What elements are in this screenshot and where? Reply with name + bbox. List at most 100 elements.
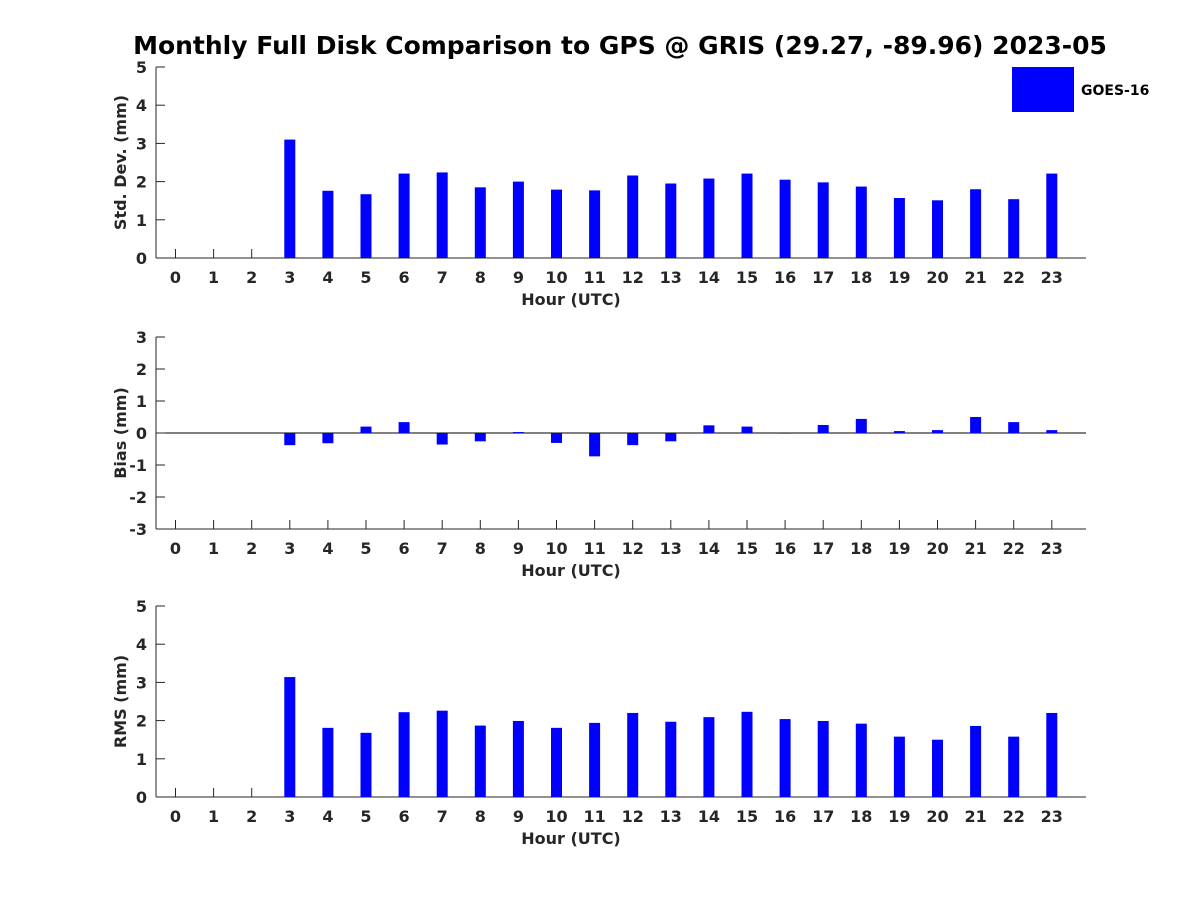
bar xyxy=(1046,173,1058,258)
x-tick-label: 22 xyxy=(1003,807,1025,826)
x-tick-label: 3 xyxy=(284,539,295,558)
x-tick-label: 21 xyxy=(964,268,986,287)
x-tick-label: 0 xyxy=(170,268,181,287)
chart-title: Monthly Full Disk Comparison to GPS @ GR… xyxy=(133,31,1107,60)
x-tick-label: 16 xyxy=(774,539,796,558)
bar xyxy=(665,433,677,442)
bar xyxy=(589,722,601,797)
x-tick-label: 0 xyxy=(170,807,181,826)
x-tick-label: 7 xyxy=(437,807,448,826)
bar xyxy=(703,717,715,797)
bar xyxy=(932,739,943,797)
x-tick-label: 2 xyxy=(246,807,257,826)
x-axis-label: Hour (UTC) xyxy=(521,829,621,848)
x-tick-label: 4 xyxy=(322,539,333,558)
bar xyxy=(512,720,524,797)
x-tick-label: 10 xyxy=(545,539,567,558)
bar xyxy=(322,190,334,258)
x-tick-label: 18 xyxy=(850,268,872,287)
y-tick-label: -2 xyxy=(129,488,147,507)
y-tick-label: 3 xyxy=(136,673,147,692)
y-tick-label: 1 xyxy=(136,392,147,411)
x-tick-label: 14 xyxy=(698,539,720,558)
x-tick-label: 14 xyxy=(698,268,720,287)
x-tick-label: 16 xyxy=(774,807,796,826)
x-tick-label: 9 xyxy=(513,539,524,558)
x-tick-label: 4 xyxy=(322,268,333,287)
bar xyxy=(932,200,943,258)
x-tick-label: 17 xyxy=(812,807,834,826)
x-tick-label: 12 xyxy=(622,268,644,287)
bar xyxy=(741,711,753,797)
x-tick-label: 8 xyxy=(475,807,486,826)
x-tick-label: 6 xyxy=(399,539,410,558)
y-tick-label: 4 xyxy=(136,635,147,654)
y-tick-label: 3 xyxy=(136,134,147,153)
x-tick-label: 1 xyxy=(208,539,219,558)
bar xyxy=(512,181,524,258)
bar xyxy=(1046,430,1058,433)
x-tick-label: 10 xyxy=(545,268,567,287)
x-tick-label: 9 xyxy=(513,268,524,287)
bar xyxy=(398,712,410,797)
y-tick-label: 5 xyxy=(136,597,147,616)
x-tick-label: 22 xyxy=(1003,539,1025,558)
x-axis-label: Hour (UTC) xyxy=(521,561,621,580)
x-tick-label: 12 xyxy=(622,807,644,826)
x-tick-label: 5 xyxy=(360,807,371,826)
x-tick-label: 19 xyxy=(888,268,910,287)
bar xyxy=(1008,422,1020,433)
bar xyxy=(551,433,562,443)
x-tick-label: 15 xyxy=(736,807,758,826)
x-tick-label: 13 xyxy=(660,268,682,287)
y-tick-label: 1 xyxy=(136,211,147,230)
bar xyxy=(703,178,715,258)
x-tick-label: 22 xyxy=(1003,268,1025,287)
y-tick-label: -3 xyxy=(129,520,147,539)
x-tick-label: 16 xyxy=(774,268,796,287)
bar xyxy=(551,727,562,797)
bar xyxy=(589,190,601,258)
x-tick-label: 15 xyxy=(736,539,758,558)
y-axis-label: Std. Dev. (mm) xyxy=(111,95,130,230)
bar xyxy=(779,433,791,434)
y-tick-label: 0 xyxy=(136,249,147,268)
x-tick-label: 20 xyxy=(926,807,948,826)
y-tick-label: 0 xyxy=(136,424,147,443)
bar xyxy=(855,723,867,797)
x-tick-label: 3 xyxy=(284,268,295,287)
bar xyxy=(322,727,334,797)
bar xyxy=(970,417,982,433)
bar xyxy=(817,182,829,258)
x-tick-label: 8 xyxy=(475,268,486,287)
x-tick-label: 21 xyxy=(964,807,986,826)
x-tick-label: 6 xyxy=(399,807,410,826)
x-tick-label: 17 xyxy=(812,268,834,287)
bar xyxy=(855,418,867,433)
bar xyxy=(474,725,486,797)
x-tick-label: 11 xyxy=(583,539,605,558)
y-axis-label: Bias (mm) xyxy=(111,387,130,479)
bar xyxy=(512,432,524,433)
bar xyxy=(1008,199,1020,258)
x-tick-label: 18 xyxy=(850,539,872,558)
bar xyxy=(436,433,448,445)
x-tick-label: 23 xyxy=(1041,807,1063,826)
bar xyxy=(893,431,905,433)
y-axis-label: RMS (mm) xyxy=(111,655,130,748)
x-tick-label: 5 xyxy=(360,268,371,287)
x-tick-label: 7 xyxy=(437,539,448,558)
bar xyxy=(589,433,601,457)
y-tick-label: 3 xyxy=(136,328,147,347)
bar xyxy=(817,425,829,433)
x-tick-label: 2 xyxy=(246,539,257,558)
x-tick-label: 7 xyxy=(437,268,448,287)
bar xyxy=(284,433,296,446)
x-tick-label: 18 xyxy=(850,807,872,826)
x-tick-label: 20 xyxy=(926,539,948,558)
x-tick-label: 19 xyxy=(888,539,910,558)
x-tick-label: 13 xyxy=(660,807,682,826)
